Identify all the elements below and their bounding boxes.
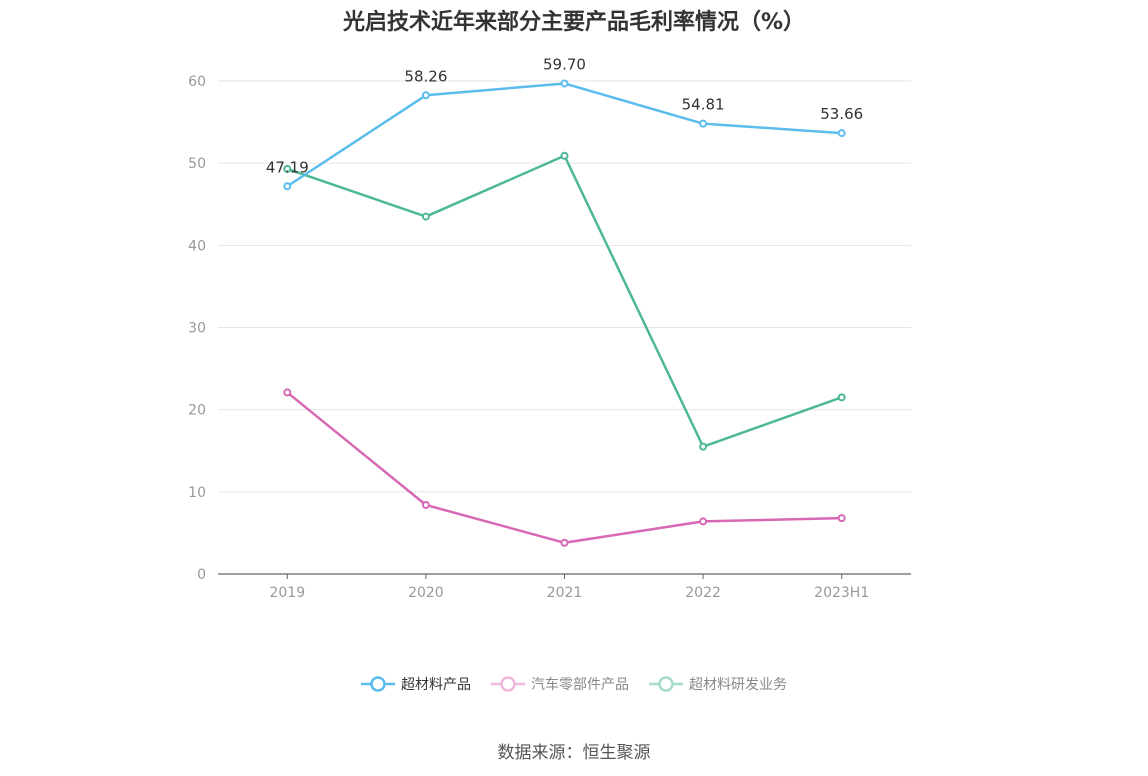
- y-tick-label-0: 0: [197, 567, 206, 583]
- data-point-0-3[interactable]: [699, 119, 708, 128]
- series-line-2: [286, 154, 843, 448]
- y-tick-label-4: 40: [188, 238, 206, 254]
- x-tick-label-3: 2022: [685, 585, 721, 601]
- source-note: 数据来源：恒生聚源: [497, 743, 651, 763]
- data-label-0-3: 54.81: [682, 96, 725, 114]
- line-chart: 0 10 20 30 40 50 60 2019 2020 2021 2022 2023H1 47.19…: [188, 55, 911, 601]
- y-tick-label-3: 30: [188, 321, 206, 337]
- data-point-0-1[interactable]: [421, 91, 430, 100]
- y-tick-label-2: 20: [188, 403, 206, 419]
- data-point-0-4[interactable]: [837, 129, 846, 138]
- legend: 超材料产品 汽车零部件产品 超材料研发业务: [0, 674, 1148, 694]
- legend-symbol-2: [649, 676, 683, 692]
- data-point-0-2[interactable]: [560, 79, 569, 88]
- legend-label-0: 超材料产品: [401, 677, 471, 693]
- data-point-1-3[interactable]: [699, 517, 708, 526]
- data-label-0-1: 58.26: [404, 67, 447, 85]
- x-tick-label-0: 2019: [269, 585, 305, 601]
- y-tick-label-6: 60: [188, 74, 206, 90]
- y-tick-label-1: 10: [188, 485, 206, 501]
- legend-item-0[interactable]: 超材料产品: [361, 674, 471, 694]
- x-tick-label-4: 2023H1: [814, 585, 869, 601]
- data-point-2-1[interactable]: [421, 212, 430, 221]
- x-tick-label-2: 2021: [547, 585, 583, 601]
- series-line-1: [286, 391, 842, 545]
- y-tick-label-5: 50: [188, 156, 206, 172]
- data-point-0-0[interactable]: [283, 182, 292, 191]
- data-label-0-2: 59.70: [543, 55, 586, 73]
- data-label-0-0: 47.19: [266, 158, 309, 176]
- x-tick-label-1: 2020: [408, 585, 444, 601]
- legend-label-2: 超材料研发业务: [689, 677, 787, 693]
- data-point-1-2[interactable]: [560, 538, 569, 547]
- data-point-2-3[interactable]: [699, 442, 708, 451]
- data-point-1-1[interactable]: [421, 500, 430, 509]
- series-line-0: [286, 82, 842, 188]
- data-label-0-4: 53.66: [820, 105, 863, 123]
- legend-symbol-0: [361, 676, 395, 692]
- legend-label-1: 汽车零部件产品: [531, 677, 629, 693]
- legend-symbol-1: [491, 676, 525, 692]
- legend-item-2[interactable]: 超材料研发业务: [649, 674, 787, 694]
- legend-item-1[interactable]: 汽车零部件产品: [491, 674, 629, 694]
- data-point-2-0[interactable]: [283, 164, 292, 173]
- data-point-2-4[interactable]: [837, 393, 846, 402]
- data-point-2-2[interactable]: [560, 151, 569, 160]
- chart-title: 光启技术近年来部分主要产品毛利率情况（%）: [342, 10, 806, 35]
- data-point-1-4[interactable]: [837, 514, 846, 523]
- data-point-1-0[interactable]: [283, 388, 292, 397]
